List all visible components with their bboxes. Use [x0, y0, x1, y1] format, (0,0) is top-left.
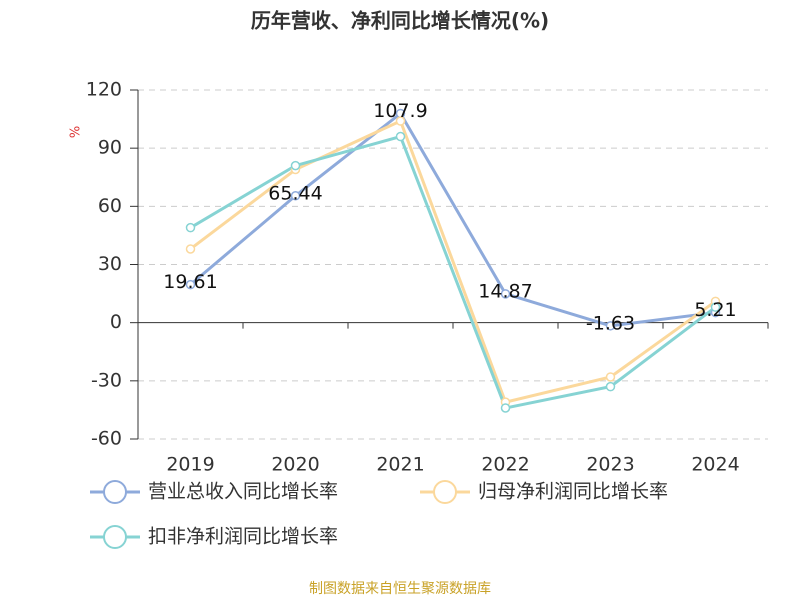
- data-point: [395, 131, 406, 142]
- data-point: [185, 244, 196, 254]
- data-point: [290, 191, 301, 201]
- y-tick-label: 30: [98, 253, 122, 275]
- legend-label: 扣非净利润同比增长率: [148, 526, 338, 548]
- data-point: [605, 372, 616, 382]
- data-label: -1.63: [586, 312, 635, 334]
- y-axis-label: %: [69, 126, 84, 138]
- series-line: [189, 111, 716, 328]
- legend-marker: [103, 480, 127, 504]
- y-tick-label: -60: [91, 428, 122, 450]
- x-tick-label: 2020: [271, 454, 319, 476]
- data-point: [500, 289, 511, 299]
- data-label: 65.44: [268, 182, 322, 204]
- legend-label: 归母净利润同比增长率: [478, 481, 668, 503]
- data-label: 107.9: [373, 100, 427, 122]
- data-label: 5.21: [694, 299, 736, 321]
- x-tick-label: 2024: [691, 454, 739, 476]
- source-note: 制图数据来自恒生聚源数据库: [309, 581, 491, 597]
- data-point: [710, 302, 721, 312]
- y-tick-label: 120: [86, 79, 122, 101]
- data-point: [605, 321, 616, 331]
- x-tick-label: 2023: [586, 454, 634, 476]
- y-tick-label: 90: [98, 137, 122, 159]
- data-point: [290, 160, 301, 171]
- data-point: [605, 381, 616, 392]
- y-tick-label: -30: [91, 369, 122, 391]
- data-point: [500, 403, 511, 413]
- data-label: 14.87: [478, 280, 532, 302]
- data-label: 19.61: [163, 271, 217, 293]
- data-point: [185, 279, 196, 290]
- series-line: [189, 118, 717, 404]
- legend-marker: [103, 525, 127, 549]
- x-tick-label: 2021: [376, 454, 424, 476]
- y-tick-label: 60: [98, 195, 122, 217]
- series-line: [189, 134, 717, 410]
- y-tick-label: 0: [110, 311, 122, 333]
- legend-label: 营业总收入同比增长率: [148, 481, 338, 503]
- data-point: [395, 116, 406, 126]
- legend-marker: [433, 480, 457, 504]
- chart-title: 历年营收、净利同比增长情况(%): [251, 9, 549, 33]
- x-tick-label: 2019: [166, 454, 214, 476]
- data-point: [185, 222, 196, 233]
- x-tick-label: 2022: [481, 454, 529, 476]
